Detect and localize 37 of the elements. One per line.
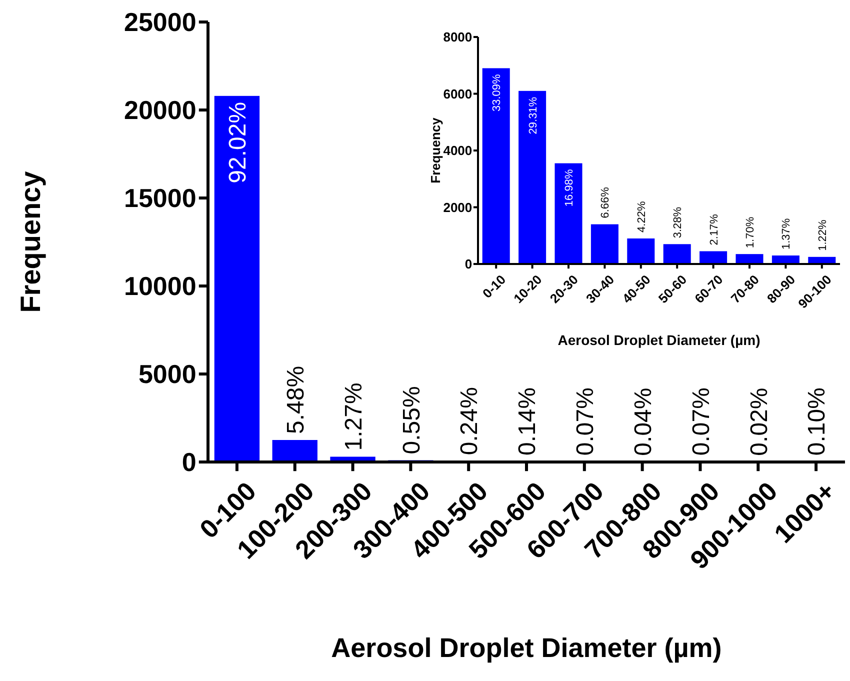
x-tick-label: 0-10 xyxy=(480,272,509,301)
annotation: 0.04% xyxy=(630,388,657,456)
annotation: 5.48% xyxy=(282,366,310,434)
annotation: 0.10% xyxy=(804,388,831,456)
annotation: 0.07% xyxy=(688,388,715,456)
y-tick-label: 15000 xyxy=(124,183,196,214)
y-tick-label: 8000 xyxy=(443,30,472,45)
y-tick-label: 25000 xyxy=(124,7,196,38)
annotation: 0.55% xyxy=(398,386,426,454)
y-axis-title: Frequency xyxy=(428,116,443,184)
annotation: 4.22% xyxy=(636,201,648,232)
y-tick-label: 6000 xyxy=(443,86,472,102)
x-axis-title: Aerosol Droplet Diameter (µm) xyxy=(331,633,722,663)
annotation: 29.31% xyxy=(527,96,540,134)
y-tick-label: 0 xyxy=(464,256,472,272)
annotation: 0.07% xyxy=(572,388,600,456)
annotation: 0.14% xyxy=(514,387,542,456)
annotation: 1.22% xyxy=(816,219,829,251)
annotation: 2.17% xyxy=(708,214,720,246)
annotation: 0.24% xyxy=(456,387,484,456)
annotation: 1.37% xyxy=(780,218,793,250)
y-tick-label: 10000 xyxy=(124,271,196,302)
y-axis-title: Frequency xyxy=(15,170,46,313)
annotation: 33.09% xyxy=(491,74,504,112)
x-axis-title: Aerosol Droplet Diameter (µm) xyxy=(558,332,760,348)
annotation: 1.27% xyxy=(340,382,368,451)
annotation: 6.66% xyxy=(600,186,612,218)
annotation: 0.02% xyxy=(746,388,773,456)
annotation: 92.02% xyxy=(224,102,252,184)
annotation: 1.70% xyxy=(744,216,756,248)
annotation: 16.98% xyxy=(563,169,576,207)
y-tick-label: 0 xyxy=(182,447,196,478)
y-tick-label: 20000 xyxy=(124,95,196,126)
y-tick-label: 5000 xyxy=(138,359,196,390)
y-tick-label: 2000 xyxy=(443,200,472,215)
y-tick-label: 4000 xyxy=(443,143,472,158)
annotation: 3.28% xyxy=(672,206,684,238)
